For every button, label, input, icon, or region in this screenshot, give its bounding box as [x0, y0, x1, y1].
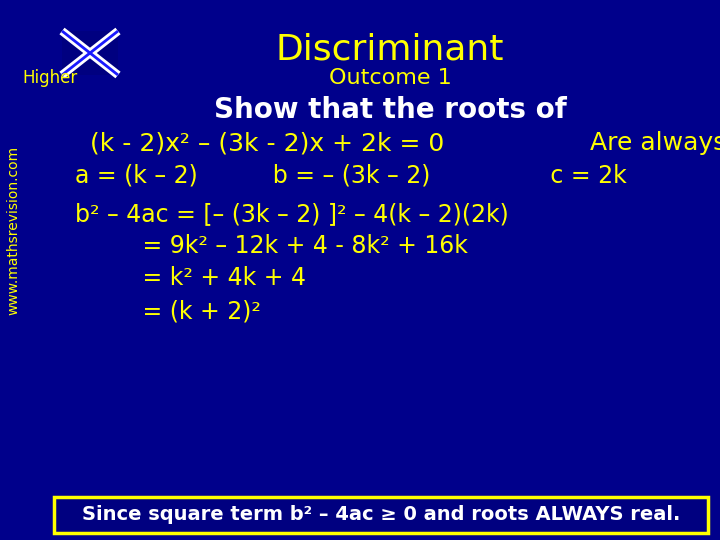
Text: Higher: Higher [22, 69, 77, 87]
Text: www.mathsrevision.com: www.mathsrevision.com [6, 145, 20, 315]
Text: Are always real: Are always real [590, 131, 720, 155]
Text: Show that the roots of: Show that the roots of [214, 96, 567, 124]
FancyBboxPatch shape [54, 497, 708, 533]
Text: a = (k – 2)          b = – (3k – 2)                c = 2k: a = (k – 2) b = – (3k – 2) c = 2k [75, 164, 626, 188]
Text: Outcome 1: Outcome 1 [328, 68, 451, 88]
Text: Since square term b² – 4ac ≥ 0 and roots ALWAYS real.: Since square term b² – 4ac ≥ 0 and roots… [82, 505, 680, 524]
Text: = (k + 2)²: = (k + 2)² [75, 300, 261, 324]
Text: b² – 4ac = [– (3k – 2) ]² – 4(k – 2)(2k): b² – 4ac = [– (3k – 2) ]² – 4(k – 2)(2k) [75, 202, 509, 226]
Bar [62, 31, 118, 75]
Text: (k - 2)x² – (3k - 2)x + 2k = 0: (k - 2)x² – (3k - 2)x + 2k = 0 [90, 131, 444, 155]
Text: Discriminant: Discriminant [276, 33, 504, 67]
Text: = k² + 4k + 4: = k² + 4k + 4 [75, 266, 306, 290]
Text: = 9k² – 12k + 4 - 8k² + 16k: = 9k² – 12k + 4 - 8k² + 16k [75, 234, 468, 258]
